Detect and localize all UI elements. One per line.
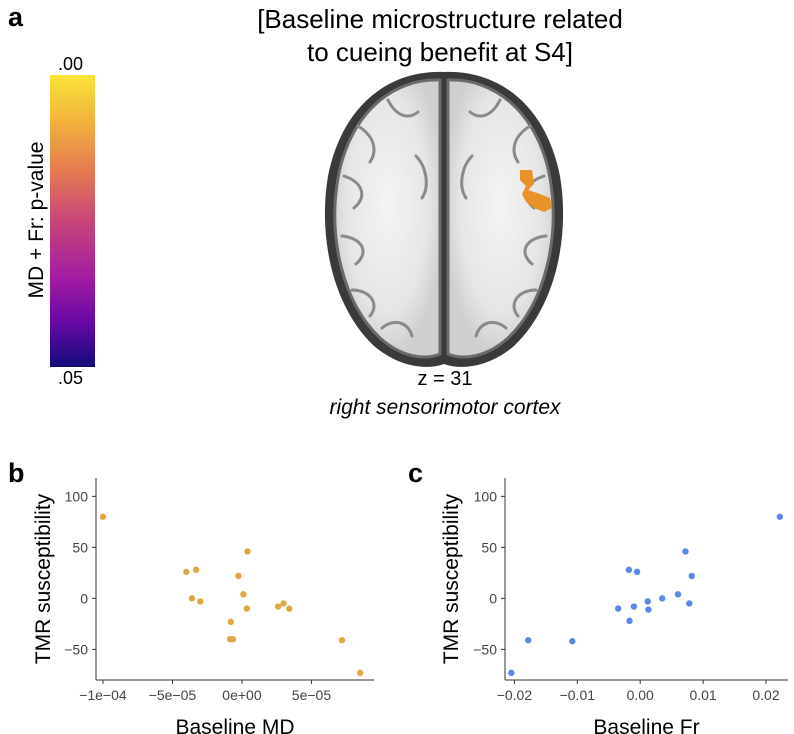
x-tick-label: 5e−05	[292, 687, 332, 703]
x-axis-title: Baseline MD	[175, 716, 294, 734]
data-point	[659, 595, 666, 602]
y-tick-label: −50	[64, 641, 88, 657]
data-point	[274, 603, 282, 610]
data-point	[183, 568, 190, 576]
data-point	[229, 635, 237, 643]
data-point	[644, 598, 651, 605]
x-tick-label: −0.02	[497, 687, 533, 703]
colorbar-top-label: .00	[58, 54, 84, 74]
panel-a-title-line1: [Baseline microstructure related	[257, 4, 623, 34]
data-point	[645, 606, 652, 613]
x-tick-label: 0.02	[752, 687, 779, 703]
x-tick-label: −0.01	[560, 687, 596, 703]
right-hemisphere	[446, 78, 555, 359]
data-point	[626, 617, 633, 625]
x-tick-label: −1e−04	[79, 687, 127, 703]
data-point	[686, 600, 693, 607]
left-hemisphere	[333, 78, 442, 359]
region-label: right sensorimotor cortex	[329, 396, 561, 419]
panel-letter-b: b	[8, 458, 25, 488]
x-axis-title: Baseline Fr	[593, 716, 699, 734]
data-point	[682, 548, 689, 555]
panel-letter-a: a	[8, 2, 24, 32]
scatter-plot-fr: −50 0 50 100 −0.02 −0.01 0.00 0.01 0.02 Baseline …	[440, 478, 788, 734]
y-tick-label: 0	[489, 590, 497, 606]
data-point	[508, 669, 515, 677]
sulci	[340, 98, 548, 338]
data-point	[630, 603, 638, 610]
data-point	[688, 572, 695, 580]
data-point	[776, 513, 784, 520]
data-point	[280, 600, 287, 607]
y-tick-label: 100	[65, 488, 89, 504]
data-point	[99, 513, 107, 520]
x-tick-label: 0.01	[689, 687, 716, 703]
y-tick-label: 50	[72, 539, 88, 555]
y-tick-label: 50	[481, 539, 497, 555]
colorbar	[50, 75, 95, 367]
data-point	[240, 591, 247, 598]
data-point	[286, 605, 293, 612]
colorbar-axis-label: MD + Fr: p-value	[25, 141, 48, 299]
x-tick-label: −5e−05	[149, 687, 197, 703]
y-axis-title: TMR susceptibility	[32, 493, 55, 664]
y-tick-label: 0	[80, 590, 88, 606]
data-point	[356, 669, 364, 677]
data-point	[525, 637, 532, 644]
data-point	[569, 638, 576, 645]
y-axis-title: TMR susceptibility	[440, 493, 463, 664]
scatter-plot-md: −50 0 50 100 −1e−04 −5e−05 0e+00 5e−05 Baseline …	[32, 478, 374, 734]
data-point	[615, 605, 622, 612]
colorbar-bottom-label: .05	[58, 368, 84, 388]
data-point	[633, 568, 641, 576]
data-point	[674, 591, 682, 598]
data-point	[197, 598, 204, 605]
data-point	[227, 618, 235, 626]
data-point	[243, 605, 251, 612]
x-tick-label: 0e+00	[222, 687, 262, 703]
significant-cluster	[520, 170, 552, 212]
data-point	[338, 637, 346, 644]
data-point	[244, 548, 251, 555]
panel-letter-c: c	[408, 458, 424, 488]
panel-a-title-line2: to cueing benefit at S4]	[307, 37, 573, 67]
x-tick-label: 0.00	[627, 687, 654, 703]
brain-axial-slice	[324, 71, 564, 367]
data-point	[625, 566, 633, 574]
slice-z-label: z = 31	[417, 368, 473, 390]
y-tick-label: −50	[473, 641, 497, 657]
data-point	[235, 572, 242, 580]
data-point	[192, 566, 200, 574]
y-tick-label: 100	[474, 488, 498, 504]
data-point	[188, 595, 196, 602]
